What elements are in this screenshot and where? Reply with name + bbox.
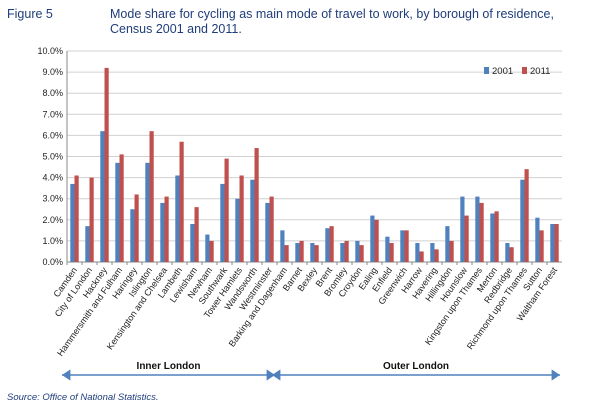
bar-2011-richmond-upon-thames [524,169,529,262]
y-tick-label: 7.0% [42,109,63,119]
y-tick-label: 4.0% [42,173,63,183]
bar-2011-havering [434,249,439,262]
bar-2001-merton [490,213,495,262]
bar-2001-hillingdon [445,226,450,262]
bar-2001-westminster [265,202,270,262]
bar-2001-barnet [295,243,300,262]
legend-swatch-2011 [522,67,527,74]
figure-label: Figure 5 [7,7,53,21]
source-note: Source: Office of National Statistics. [7,392,159,403]
bar-2011-kensington-and-chelsea [164,196,169,262]
bar-2011-tower-hamlets [239,175,244,262]
bar-2011-lambeth [179,141,184,262]
bar-2011-bexley [314,245,319,262]
bar-2001-waltham-forest [550,224,555,262]
bar-2001-haringey [130,209,135,262]
y-tick-label: 2.0% [42,215,63,225]
bar-2001-hackney [100,131,105,262]
legend-swatch-2001 [484,67,489,74]
legend-label-2011: 2011 [530,66,550,77]
y-tick-label: 0.0% [42,257,63,267]
bar-2011-merton [494,211,499,262]
bar-2011-haringey [134,194,139,262]
bar-2011-camden [74,175,79,262]
bar-2011-hillingdon [449,240,454,262]
bar-2001-hounslow [460,196,465,262]
bar-2011-islington [149,131,154,262]
y-tick-label: 9.0% [42,67,63,77]
legend-label-2001: 2001 [492,66,513,77]
bar-2011-brent [329,226,334,262]
bar-2001-barking-and-dagenham [280,230,285,262]
bar-2001-hammersmith-and-fulham [115,162,120,262]
bar-2011-city-of-london [89,177,94,262]
bar-2011-bromley [344,240,349,262]
bar-2011-hounslow [464,215,469,262]
y-tick-label: 5.0% [42,152,63,162]
bar-2011-southwark [224,158,229,262]
bar-2001-city-of-london [85,226,90,262]
bar-2001-camden [70,183,75,262]
bar-2011-lewisham [194,207,199,262]
chart-title: Mode share for cycling as main mode of t… [110,7,554,36]
bar-2001-tower-hamlets [235,198,240,262]
bar-2001-brent [325,228,330,262]
bar-2001-lambeth [175,175,180,262]
group-label-outer-london: Outer London [383,361,449,372]
bar-2001-wandsworth [250,179,255,262]
bar-2011-greenwich [404,230,409,262]
bar-2011-harrow [419,251,424,262]
bar-2001-redbridge [505,243,510,262]
bar-2001-enfield [385,236,390,262]
bar-2011-hammersmith-and-fulham [119,154,124,262]
bar-2001-islington [145,162,150,262]
bar-2011-kingston-upon-thames [479,202,484,262]
bar-2011-waltham-forest [554,224,559,262]
bar-2001-lewisham [190,224,195,262]
bar-2001-bexley [310,243,315,262]
bar-2011-enfield [389,243,394,262]
bar-2001-kensington-and-chelsea [160,202,165,262]
bar-2011-croydon [359,245,364,262]
bar-2001-bromley [340,243,345,262]
bar-2001-southwark [220,183,225,262]
y-tick-label: 1.0% [42,236,63,246]
bar-2001-richmond-upon-thames [520,179,525,262]
bar-2011-wandsworth [254,148,259,262]
bar-2001-croydon [355,240,360,262]
bar-2011-westminster [269,196,274,262]
y-tick-label: 8.0% [42,88,63,98]
bar-2011-redbridge [509,247,514,262]
bar-2001-ealing [370,215,375,262]
bar-2001-newham [205,234,210,262]
bar-2001-havering [430,243,435,262]
bar-2011-hackney [104,67,109,262]
bar-2001-harrow [415,243,420,262]
bar-2011-newham [209,240,214,262]
bar-2011-ealing [374,219,379,262]
bar-2011-sutton [539,230,544,262]
bar-2011-barking-and-dagenham [284,245,289,262]
y-tick-label: 10.0% [37,46,63,56]
y-tick-label: 3.0% [42,194,63,204]
bar-2011-barnet [299,240,304,262]
y-tick-label: 6.0% [42,130,63,140]
group-label-inner-london: Inner London [137,361,201,372]
bar-2001-greenwich [400,230,405,262]
bar-2001-sutton [535,217,540,262]
bar-2001-kingston-upon-thames [475,196,480,262]
